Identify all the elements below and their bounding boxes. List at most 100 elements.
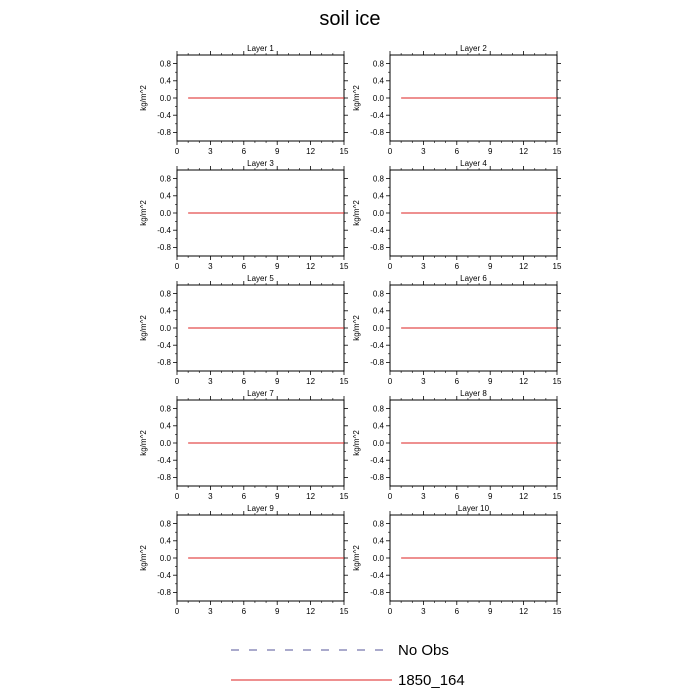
y-tick-label: -0.4 bbox=[370, 226, 384, 235]
y-tick-label: -0.4 bbox=[370, 341, 384, 350]
x-tick-label: 6 bbox=[455, 147, 460, 156]
x-tick-label: 3 bbox=[421, 262, 426, 271]
y-tick-label: -0.4 bbox=[370, 571, 384, 580]
panel-title: Layer 10 bbox=[458, 504, 490, 513]
y-tick-label: -0.8 bbox=[157, 473, 171, 482]
x-tick-label: 3 bbox=[421, 607, 426, 616]
y-tick-label: -0.8 bbox=[370, 128, 384, 137]
y-tick-label: -0.8 bbox=[370, 243, 384, 252]
y-tick-label: -0.8 bbox=[157, 588, 171, 597]
panel-9: Layer 9 0.8 0.4 0.0 -0.4 -0.8 0 3 6 9 12 15 kg/m^2 bbox=[139, 504, 349, 616]
x-tick-label: 12 bbox=[519, 147, 528, 156]
y-axis-label: kg/m^2 bbox=[139, 200, 148, 226]
panel-10: Layer 10 0.8 0.4 0.0 -0.4 -0.8 0 3 6 9 12 15 kg/m^2 bbox=[352, 504, 562, 616]
x-tick-label: 6 bbox=[455, 262, 460, 271]
x-tick-label: 9 bbox=[275, 147, 280, 156]
chart-title: soil ice bbox=[319, 8, 381, 30]
y-tick-label: 0.4 bbox=[160, 422, 172, 431]
y-tick-label: 0.4 bbox=[160, 192, 172, 201]
x-tick-label: 0 bbox=[175, 492, 180, 501]
panel-3: Layer 3 0.8 0.4 0.0 -0.4 -0.8 0 3 6 9 12 15 kg/m^2 bbox=[139, 159, 349, 271]
y-tick-label: 0.0 bbox=[160, 209, 172, 218]
y-tick-label: 0.0 bbox=[373, 209, 385, 218]
x-tick-label: 3 bbox=[208, 607, 213, 616]
panel-title: Layer 1 bbox=[247, 44, 274, 53]
x-tick-label: 6 bbox=[242, 492, 247, 501]
x-tick-label: 15 bbox=[340, 147, 349, 156]
y-tick-label: -0.8 bbox=[157, 243, 171, 252]
x-tick-label: 9 bbox=[488, 262, 493, 271]
x-tick-label: 6 bbox=[455, 607, 460, 616]
panel-title: Layer 9 bbox=[247, 504, 274, 513]
y-tick-label: 0.8 bbox=[373, 404, 385, 413]
y-tick-label: 0.8 bbox=[373, 519, 385, 528]
panel-title: Layer 8 bbox=[460, 389, 487, 398]
panel-title: Layer 7 bbox=[247, 389, 274, 398]
y-tick-label: -0.4 bbox=[157, 571, 171, 580]
x-tick-label: 0 bbox=[175, 607, 180, 616]
x-tick-label: 0 bbox=[175, 147, 180, 156]
panel-1: Layer 1 0.8 0.4 0.0 -0.4 -0.8 0 3 6 9 12 15 kg/m^2 bbox=[139, 44, 349, 156]
x-tick-label: 15 bbox=[553, 262, 562, 271]
x-tick-label: 15 bbox=[340, 377, 349, 386]
y-tick-label: -0.8 bbox=[370, 473, 384, 482]
y-tick-label: 0.8 bbox=[373, 174, 385, 183]
x-tick-label: 3 bbox=[208, 147, 213, 156]
x-tick-label: 3 bbox=[208, 377, 213, 386]
panel-7: Layer 7 0.8 0.4 0.0 -0.4 -0.8 0 3 6 9 12 15 kg/m^2 bbox=[139, 389, 349, 501]
y-tick-label: -0.4 bbox=[370, 456, 384, 465]
y-tick-label: -0.4 bbox=[157, 226, 171, 235]
panel-4: Layer 4 0.8 0.4 0.0 -0.4 -0.8 0 3 6 9 12 15 kg/m^2 bbox=[352, 159, 562, 271]
x-tick-label: 3 bbox=[421, 377, 426, 386]
y-tick-label: 0.8 bbox=[373, 59, 385, 68]
y-axis-label: kg/m^2 bbox=[352, 315, 361, 341]
y-tick-label: 0.0 bbox=[373, 324, 385, 333]
x-tick-label: 12 bbox=[519, 262, 528, 271]
x-tick-label: 9 bbox=[488, 607, 493, 616]
x-tick-label: 6 bbox=[242, 147, 247, 156]
y-axis-label: kg/m^2 bbox=[139, 430, 148, 456]
x-tick-label: 12 bbox=[519, 492, 528, 501]
y-tick-label: 0.4 bbox=[373, 422, 385, 431]
x-tick-label: 15 bbox=[340, 492, 349, 501]
panel-title: Layer 3 bbox=[247, 159, 274, 168]
legend-label: No Obs bbox=[398, 642, 449, 659]
x-tick-label: 6 bbox=[242, 377, 247, 386]
x-tick-label: 15 bbox=[340, 607, 349, 616]
y-tick-label: 0.8 bbox=[160, 59, 172, 68]
x-tick-label: 0 bbox=[388, 607, 393, 616]
x-tick-label: 12 bbox=[519, 377, 528, 386]
x-tick-label: 9 bbox=[488, 377, 493, 386]
x-tick-label: 0 bbox=[388, 377, 393, 386]
legend-label: 1850_164 bbox=[398, 672, 465, 689]
x-tick-label: 15 bbox=[553, 377, 562, 386]
x-tick-label: 9 bbox=[275, 377, 280, 386]
x-tick-label: 15 bbox=[553, 492, 562, 501]
legend: No Obs 1850_164 bbox=[231, 642, 465, 689]
y-axis-label: kg/m^2 bbox=[352, 85, 361, 111]
panel-2: Layer 2 0.8 0.4 0.0 -0.4 -0.8 0 3 6 9 12 15 kg/m^2 bbox=[352, 44, 562, 156]
y-tick-label: -0.4 bbox=[157, 456, 171, 465]
x-tick-label: 3 bbox=[421, 147, 426, 156]
y-tick-label: 0.4 bbox=[160, 307, 172, 316]
x-tick-label: 12 bbox=[306, 262, 315, 271]
y-tick-label: -0.8 bbox=[370, 588, 384, 597]
x-tick-label: 0 bbox=[175, 262, 180, 271]
y-tick-label: 0.0 bbox=[373, 554, 385, 563]
panel-title: Layer 2 bbox=[460, 44, 487, 53]
x-tick-label: 3 bbox=[421, 492, 426, 501]
x-tick-label: 9 bbox=[275, 262, 280, 271]
y-tick-label: 0.4 bbox=[373, 537, 385, 546]
x-tick-label: 9 bbox=[275, 607, 280, 616]
y-tick-label: 0.4 bbox=[160, 77, 172, 86]
x-tick-label: 12 bbox=[306, 607, 315, 616]
y-axis-label: kg/m^2 bbox=[139, 545, 148, 571]
x-tick-label: 6 bbox=[455, 377, 460, 386]
y-tick-label: -0.8 bbox=[157, 358, 171, 367]
y-tick-label: 0.0 bbox=[373, 94, 385, 103]
x-tick-label: 15 bbox=[340, 262, 349, 271]
x-tick-label: 9 bbox=[275, 492, 280, 501]
x-tick-label: 0 bbox=[175, 377, 180, 386]
y-axis-label: kg/m^2 bbox=[352, 545, 361, 571]
